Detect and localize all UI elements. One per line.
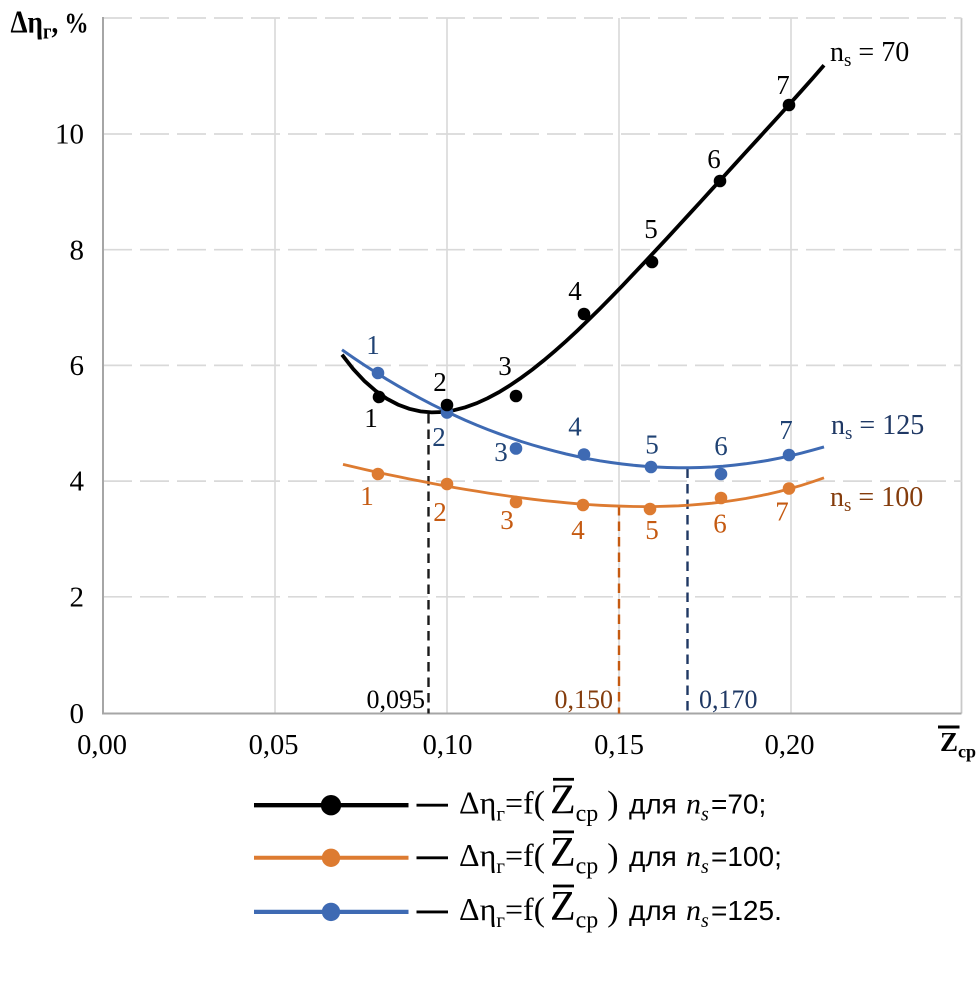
svg-text:5: 5: [645, 515, 659, 545]
svg-text:для: для: [629, 841, 677, 872]
svg-text:2: 2: [70, 581, 85, 613]
svg-text:4: 4: [568, 276, 582, 306]
svg-text:6: 6: [70, 350, 85, 382]
svg-text:0,170: 0,170: [699, 685, 758, 714]
svg-text:1: 1: [366, 330, 380, 360]
svg-text:0,00: 0,00: [77, 730, 127, 761]
svg-text:ns = 70: ns = 70: [830, 37, 909, 71]
svg-text:2: 2: [433, 497, 447, 527]
svg-text:для: для: [629, 789, 677, 820]
svg-text:1: 1: [360, 481, 374, 511]
svg-text:0,15: 0,15: [594, 730, 644, 761]
svg-text:4: 4: [70, 466, 85, 498]
svg-text:3: 3: [494, 437, 508, 467]
svg-text:0,150: 0,150: [555, 685, 614, 714]
svg-text:5: 5: [645, 430, 659, 460]
svg-text:3: 3: [498, 351, 512, 381]
svg-text:0,20: 0,20: [765, 730, 815, 761]
svg-text:6: 6: [713, 509, 727, 539]
svg-text:1: 1: [364, 403, 378, 433]
svg-text:ns = 100: ns = 100: [830, 482, 923, 516]
svg-text:0,10: 0,10: [423, 730, 473, 761]
svg-text:4: 4: [568, 412, 582, 442]
svg-text:=100;: =100;: [711, 841, 782, 872]
svg-text:=125.: =125.: [711, 895, 782, 926]
svg-text:6: 6: [714, 431, 728, 461]
svg-text:10: 10: [55, 119, 84, 151]
svg-text:4: 4: [571, 515, 585, 545]
svg-text:0,095: 0,095: [367, 685, 426, 714]
svg-text:ns = 125: ns = 125: [831, 410, 924, 444]
svg-text:5: 5: [644, 214, 658, 244]
svg-text:2: 2: [432, 422, 446, 452]
svg-text:7: 7: [779, 415, 793, 445]
svg-text:Zср: Zср: [940, 727, 976, 762]
svg-text:0,05: 0,05: [249, 730, 299, 761]
svg-text:2: 2: [433, 367, 447, 397]
svg-text:для: для: [629, 895, 677, 926]
svg-text:6: 6: [707, 144, 721, 174]
svg-text:7: 7: [776, 70, 790, 100]
svg-text:8: 8: [70, 234, 85, 266]
svg-text:3: 3: [500, 505, 514, 535]
svg-text:0: 0: [70, 698, 85, 730]
svg-text:=70;: =70;: [711, 789, 766, 820]
svg-text:7: 7: [775, 497, 789, 527]
